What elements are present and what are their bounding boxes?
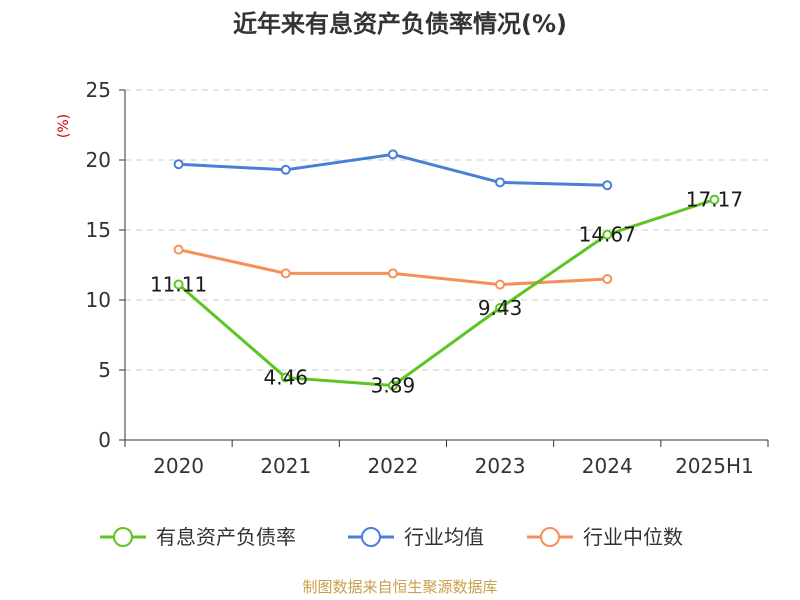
data-point	[173, 279, 184, 290]
data-labels: 11.11 4.46 3.89 9.43 14.67 17.17	[150, 188, 743, 398]
y-tick-label: 15	[86, 218, 111, 242]
grid-lines	[125, 89, 768, 371]
legend-label: 行业中位数	[583, 525, 683, 549]
data-point	[280, 372, 291, 383]
data-point	[495, 279, 506, 290]
data-label: 17.17	[686, 188, 743, 212]
y-tick-labels: 0 5 10 15 20 25	[86, 78, 111, 452]
x-tick-label: 2020	[153, 454, 204, 478]
x-tick-label: 2021	[260, 454, 311, 478]
x-tick-label: 2022	[367, 454, 418, 478]
series-line	[177, 198, 715, 388]
data-label: 14.67	[579, 223, 636, 247]
data-label: 3.89	[371, 374, 416, 398]
chart-title: 近年来有息资产负债率情况(%)	[233, 10, 567, 38]
data-point	[602, 180, 613, 191]
data-point	[602, 274, 613, 284]
source-note: 制图数据来自恒生聚源数据库	[302, 578, 497, 596]
data-point	[709, 194, 720, 205]
y-axis-unit: (%)	[56, 114, 72, 138]
data-point	[173, 159, 184, 170]
data-label: 4.46	[263, 366, 308, 390]
legend[interactable]: 有息资产负债率 行业均值 行业中位数	[100, 525, 683, 549]
data-point	[387, 149, 398, 160]
legend-label: 有息资产负债率	[156, 525, 296, 549]
legend-item[interactable]: 有息资产负债率	[100, 525, 296, 549]
data-point	[495, 302, 506, 313]
axes	[119, 89, 769, 447]
series-lines	[173, 149, 720, 391]
y-tick-label: 0	[98, 428, 111, 452]
data-point	[602, 229, 613, 240]
legend-marker	[113, 527, 133, 547]
y-tick-label: 25	[86, 78, 111, 102]
legend-marker	[361, 527, 381, 547]
data-point	[387, 380, 398, 391]
y-tick-label: 10	[86, 288, 111, 312]
legend-label: 行业均值	[404, 525, 484, 549]
x-tick-label: 2023	[475, 454, 526, 478]
data-point	[495, 177, 506, 188]
data-point	[173, 244, 184, 255]
y-tick-label: 20	[86, 148, 111, 172]
x-tick-label: 2024	[582, 454, 633, 478]
legend-item[interactable]: 行业中位数	[527, 525, 683, 549]
legend-marker	[540, 527, 560, 547]
data-point	[280, 164, 291, 175]
x-tick-label: 2025H1	[675, 454, 754, 478]
x-tick-labels: 2020 2021 2022 2023 2024 2025H1	[153, 454, 754, 478]
data-point	[387, 268, 398, 279]
legend-item[interactable]: 行业均值	[348, 525, 484, 549]
y-tick-label: 5	[98, 358, 111, 382]
data-label: 11.11	[150, 272, 207, 296]
data-point	[280, 268, 291, 279]
data-label: 9.43	[478, 296, 523, 320]
